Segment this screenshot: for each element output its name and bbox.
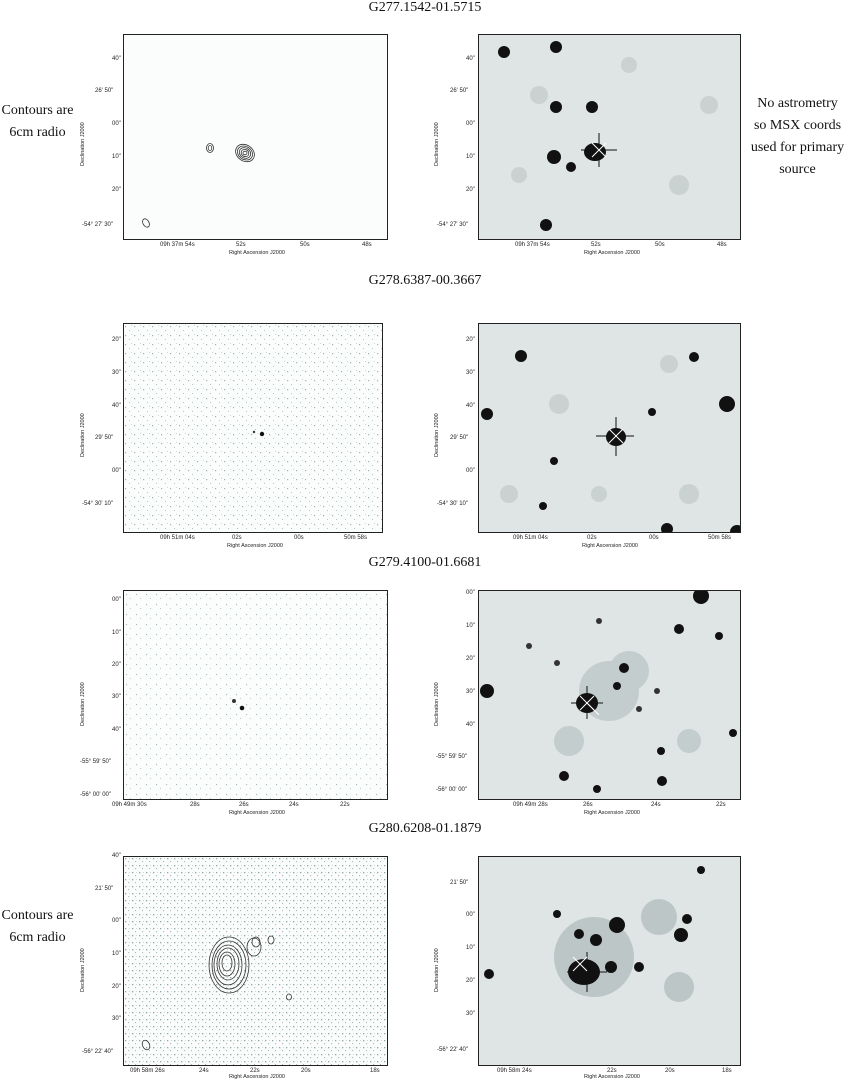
row1-ir-panel [478, 34, 741, 240]
row4-ir-panel [478, 856, 741, 1066]
row1-ir-image [498, 41, 718, 231]
row1-left-note: Contours are 6cm radio [1, 103, 74, 140]
row1-radio-panel [123, 34, 388, 240]
row4-ir-image [484, 866, 705, 1002]
row4-title: G280.6208-01.1879 [368, 821, 482, 836]
row3-ir-image [480, 591, 737, 793]
row1-right-note: No astrometry so MSX coords used for pri… [750, 96, 845, 177]
row2-radio-panel [123, 323, 383, 533]
row3-ir-panel [478, 590, 741, 800]
row3-radio-panel [123, 590, 388, 800]
row4-radio-contours [124, 857, 387, 1065]
row1-radio-contours [142, 143, 255, 228]
row2-ir-image [481, 350, 740, 532]
row4-radio-panel [123, 856, 388, 1066]
row2-radio-noise [124, 324, 382, 532]
row1-title: G277.1542-01.5715 [368, 0, 482, 15]
row3-title: G279.4100-01.6681 [368, 555, 482, 570]
row4-left-note: Contours are 6cm radio [1, 908, 74, 945]
row2-title: G278.6387-00.3667 [368, 273, 482, 288]
row3-radio-noise [124, 591, 387, 799]
row2-ir-panel [478, 323, 741, 533]
